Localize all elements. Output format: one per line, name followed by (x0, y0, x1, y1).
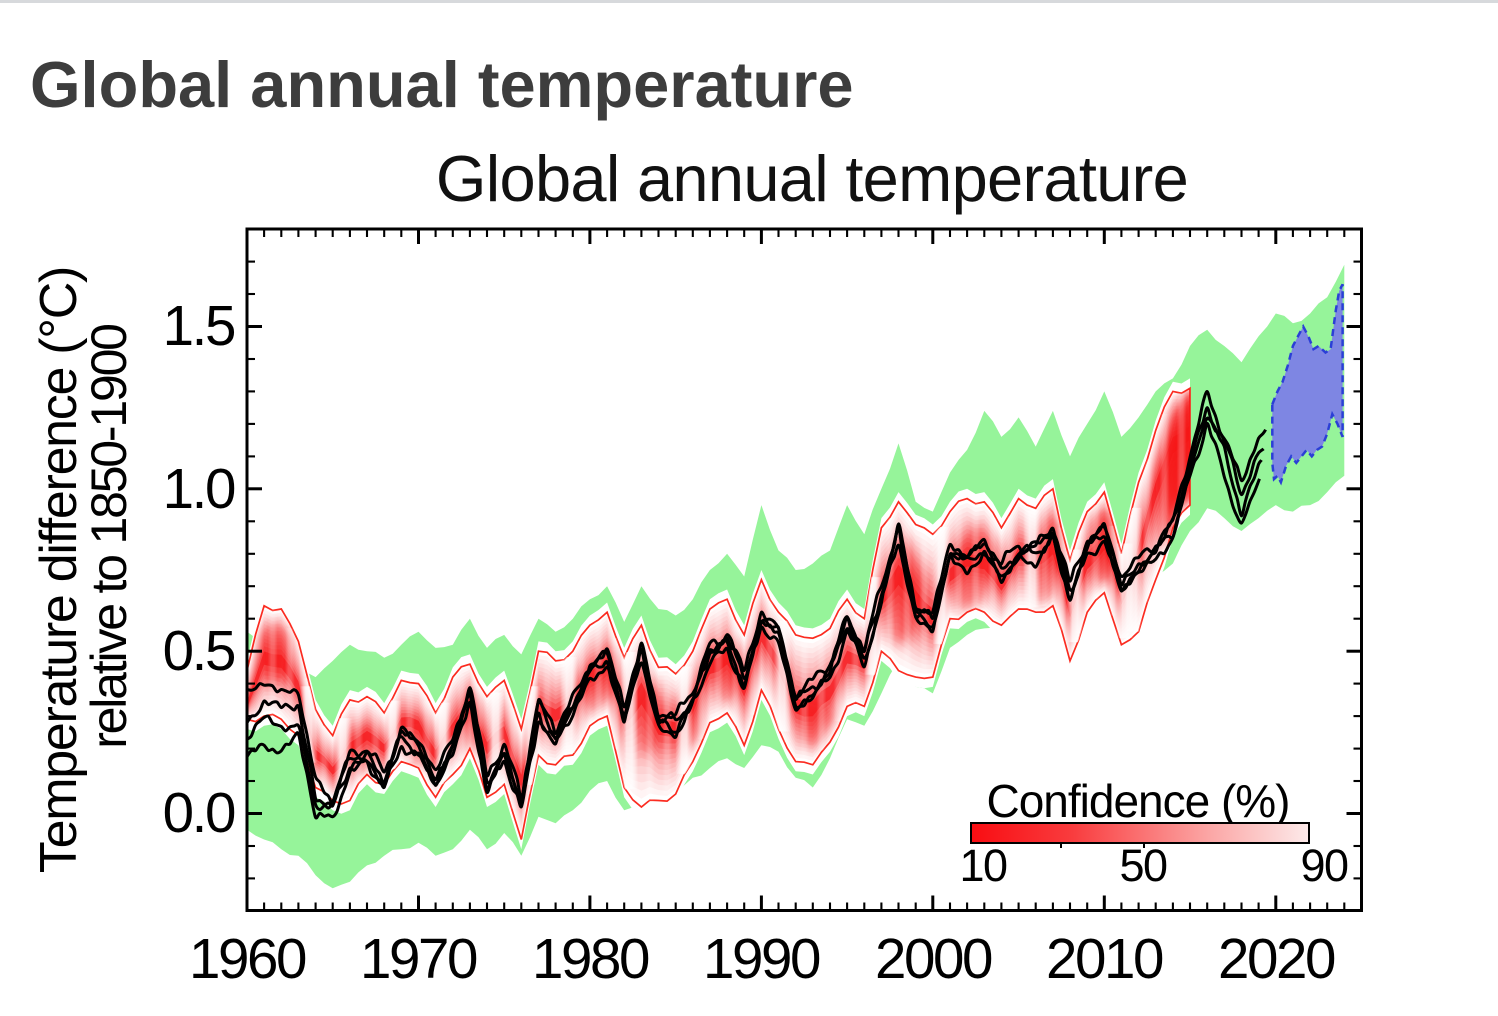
svg-text:2020: 2020 (1218, 927, 1335, 990)
svg-text:1.0: 1.0 (163, 457, 235, 520)
svg-text:2010: 2010 (1046, 927, 1163, 990)
svg-text:Confidence (%): Confidence (%) (986, 775, 1289, 827)
svg-text:90: 90 (1300, 840, 1348, 891)
svg-text:0.5: 0.5 (163, 619, 235, 682)
svg-text:relative to 1850-1900: relative to 1850-1900 (81, 325, 137, 749)
svg-text:1980: 1980 (532, 927, 649, 990)
svg-text:0.0: 0.0 (163, 781, 235, 844)
svg-text:2000: 2000 (875, 927, 992, 990)
svg-text:10: 10 (959, 840, 1007, 891)
svg-text:Global annual temperature: Global annual temperature (436, 142, 1188, 215)
svg-text:1.5: 1.5 (163, 294, 235, 357)
svg-text:1990: 1990 (703, 927, 820, 990)
svg-text:1960: 1960 (189, 927, 306, 990)
svg-text:Temperature difference (°C): Temperature difference (°C) (30, 267, 88, 873)
svg-text:50: 50 (1119, 840, 1167, 891)
svg-text:1970: 1970 (360, 927, 477, 990)
svg-text:Global annual temperature: Global annual temperature (30, 48, 854, 121)
